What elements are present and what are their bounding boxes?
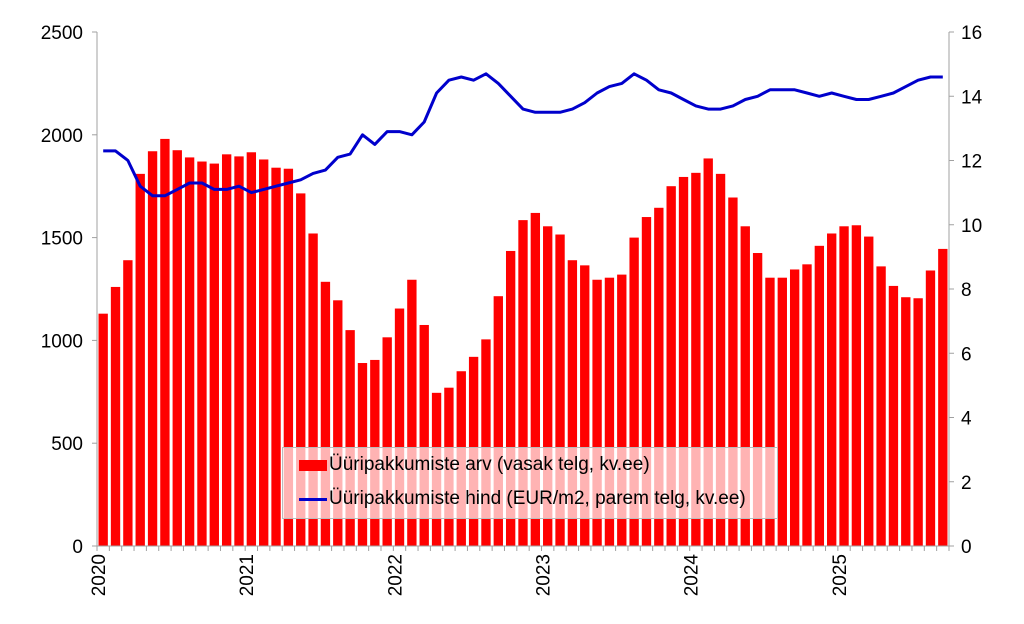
legend: Üüripakkumiste arv (vasak telg, kv.ee) Ü… <box>282 447 778 519</box>
bar <box>827 233 837 546</box>
bar <box>407 279 417 546</box>
year-tick-label: 2022 <box>385 554 406 596</box>
right-tick-label: 12 <box>961 152 982 173</box>
right-tick-label: 16 <box>961 23 982 44</box>
right-tick-label: 8 <box>961 280 972 301</box>
bar <box>913 298 923 546</box>
left-tick-label: 1500 <box>41 229 83 250</box>
bar <box>765 277 775 546</box>
bar <box>604 277 615 546</box>
bar <box>851 225 862 546</box>
bar <box>505 250 516 547</box>
bar <box>789 269 800 546</box>
bar-swatch-icon <box>299 459 327 471</box>
bar <box>481 339 491 546</box>
bar <box>666 186 676 546</box>
year-tick-label: 2023 <box>534 554 555 596</box>
bar <box>752 253 763 546</box>
bar <box>184 157 195 546</box>
left-tick-label: 2500 <box>41 23 83 44</box>
bar <box>740 226 750 547</box>
bar <box>197 161 207 546</box>
year-tick-label: 2020 <box>89 554 110 596</box>
right-tick-label: 6 <box>961 344 972 365</box>
bar <box>629 237 639 546</box>
bar <box>839 226 849 547</box>
bar <box>567 260 578 546</box>
right-tick-label: 10 <box>961 216 982 237</box>
bar <box>345 330 355 546</box>
bar <box>641 217 652 547</box>
bar <box>876 266 886 546</box>
right-tick-label: 4 <box>961 409 972 430</box>
bar <box>888 285 899 546</box>
bar <box>925 270 936 546</box>
bar <box>938 248 948 546</box>
bar <box>715 173 726 546</box>
bar <box>110 286 121 546</box>
legend-label: Üüripakkumiste arv (vasak telg, kv.ee) <box>329 454 650 475</box>
bar <box>394 308 405 546</box>
bar <box>493 296 503 546</box>
bar <box>382 337 392 546</box>
bar <box>814 245 825 546</box>
bar <box>592 279 602 546</box>
bar <box>580 265 590 546</box>
bar <box>209 163 219 547</box>
bar <box>320 281 331 546</box>
bar <box>234 156 244 546</box>
line-swatch-icon <box>299 497 327 501</box>
bar <box>728 197 738 546</box>
year-tick-label: 2021 <box>237 554 258 596</box>
bar <box>419 324 429 546</box>
bar <box>308 233 318 546</box>
bar <box>617 274 627 546</box>
bar <box>703 158 713 546</box>
right-tick-label: 0 <box>961 537 972 558</box>
right-tick-label: 2 <box>961 473 972 494</box>
bar <box>135 173 145 546</box>
bar <box>259 159 269 547</box>
bar <box>530 212 541 547</box>
bar <box>543 226 553 547</box>
axes: 0 500 1000 1500 2000 2500 0 2 4 6 8 10 12 14 16 2020 202… <box>41 23 983 596</box>
bar <box>296 193 306 546</box>
price-line <box>103 72 943 198</box>
year-tick-label: 2024 <box>682 554 703 597</box>
bar <box>333 300 343 546</box>
right-tick-label: 14 <box>961 87 983 108</box>
left-tick-label: 2000 <box>41 126 83 147</box>
bar <box>147 151 158 547</box>
legend-item-line: Üüripakkumiste hind (EUR/m2, parem telg,… <box>299 488 746 510</box>
bar <box>802 264 812 546</box>
bar <box>901 297 911 546</box>
bar <box>777 277 787 546</box>
bar <box>654 207 664 546</box>
bar <box>221 154 232 546</box>
legend-label: Üüripakkumiste hind (EUR/m2, parem telg,… <box>329 488 746 509</box>
bar <box>98 313 108 546</box>
left-tick-label: 0 <box>72 537 83 558</box>
bar <box>123 260 133 546</box>
bar <box>283 168 294 546</box>
bar <box>678 176 689 546</box>
year-tick-label: 2025 <box>830 554 851 596</box>
bar-series <box>98 138 948 547</box>
bar <box>555 234 565 547</box>
left-tick-label: 500 <box>51 434 83 455</box>
bar <box>172 150 182 546</box>
bar <box>518 220 528 546</box>
bar <box>160 138 170 547</box>
bar <box>271 167 281 547</box>
bar <box>691 172 701 546</box>
bar <box>246 152 257 546</box>
bar <box>864 236 874 546</box>
left-tick-label: 1000 <box>41 331 83 352</box>
legend-item-bars: Üüripakkumiste arv (vasak telg, kv.ee) <box>299 454 650 476</box>
